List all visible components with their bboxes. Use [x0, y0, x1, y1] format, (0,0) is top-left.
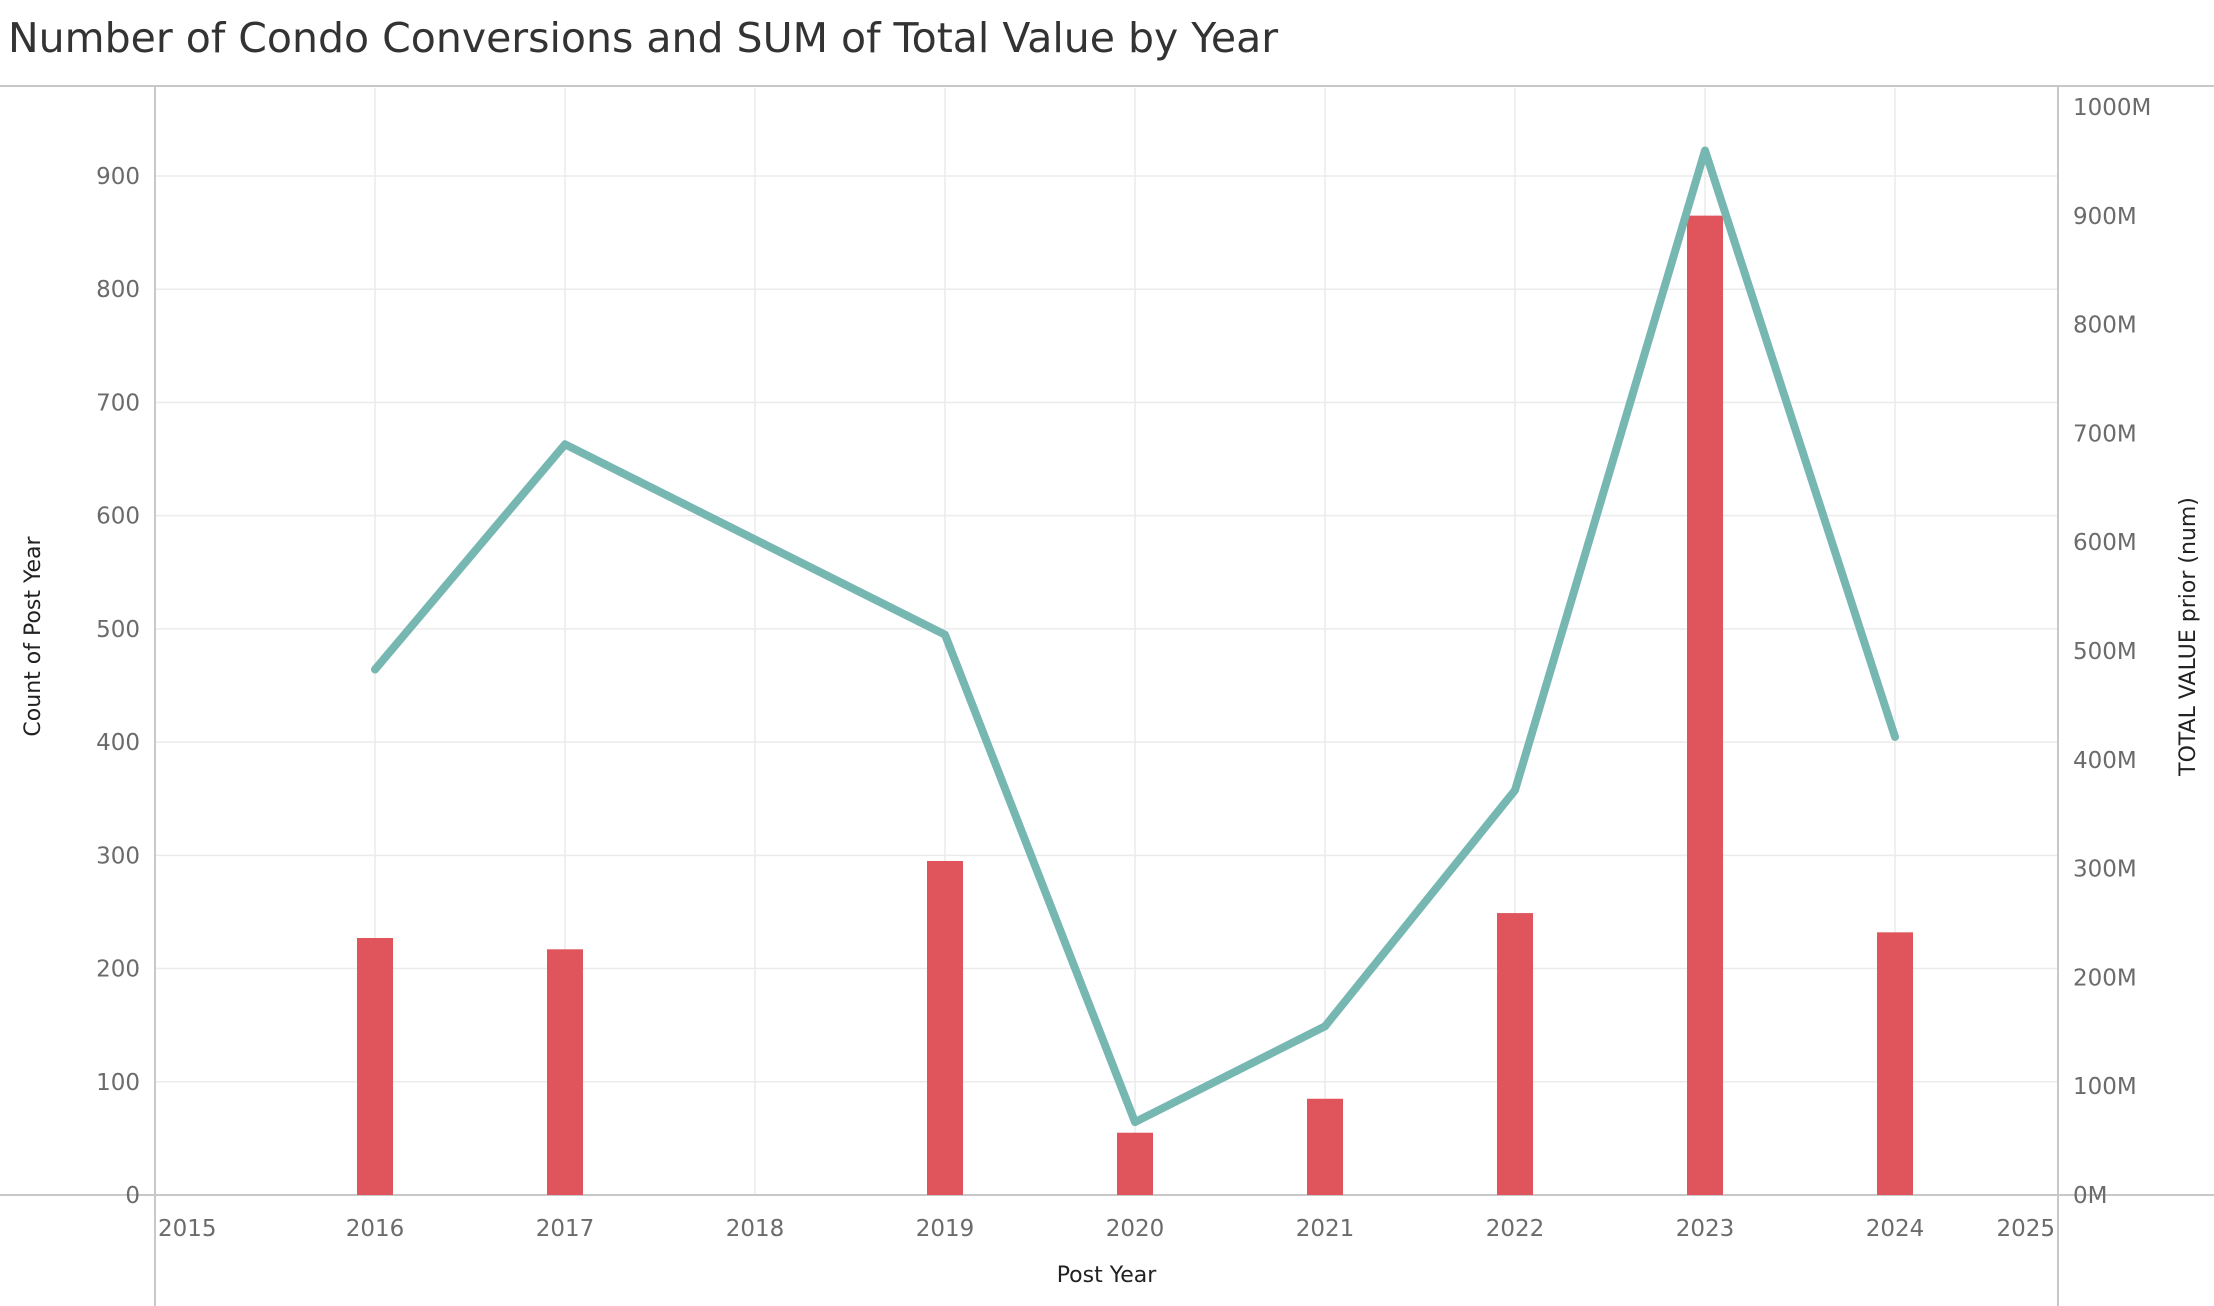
y2-tick-label: 100M — [2073, 1074, 2137, 1100]
bar-2016 — [357, 937, 393, 1195]
x-tick-label: 2016 — [346, 1216, 405, 1242]
y2-tick-label: 900M — [2073, 204, 2137, 230]
x-tick-label: 2019 — [916, 1216, 975, 1242]
y-axis-right-title: TOTAL VALUE prior (num) — [2176, 497, 2201, 777]
x-tick-label: 2021 — [1296, 1216, 1355, 1242]
y-tick-label: 800 — [96, 277, 140, 303]
y-tick-label: 100 — [96, 1070, 140, 1096]
y2-tick-label: 800M — [2073, 313, 2137, 339]
bar-2019 — [927, 860, 963, 1195]
y-axis-left-ticks: 0 100 200 300 400 500 600 700 800 900 — [96, 164, 140, 1209]
x-tick-label: 2024 — [1866, 1216, 1925, 1242]
bar-2020 — [1117, 1132, 1153, 1195]
bar-2023 — [1687, 215, 1723, 1195]
bar-2017 — [547, 949, 583, 1195]
y-tick-label: 600 — [96, 504, 140, 530]
y-tick-label: 700 — [96, 390, 140, 416]
y2-tick-label: 200M — [2073, 965, 2137, 991]
line-series — [371, 146, 1899, 1127]
x-tick-label: 2020 — [1106, 1216, 1165, 1242]
x-tick-label: 2015 — [158, 1216, 217, 1242]
x-axis-title: Post Year — [1057, 1263, 1158, 1288]
total-value-line — [371, 146, 1899, 1127]
y-tick-label: 300 — [96, 843, 140, 869]
y2-tick-label: 700M — [2073, 421, 2137, 447]
y2-tick-label: 300M — [2073, 857, 2137, 883]
chart-title: Number of Condo Conversions and SUM of T… — [8, 14, 1279, 62]
y2-tick-label: 600M — [2073, 530, 2137, 556]
y-tick-label: 500 — [96, 617, 140, 643]
x-tick-label: 2018 — [726, 1216, 785, 1242]
y-axis-right-ticks: 0M 100M 200M 300M 400M 500M 600M 700M 800M 900M 10… — [2073, 95, 2151, 1209]
y2-tick-label: 500M — [2073, 639, 2137, 665]
y-tick-label: 200 — [96, 957, 140, 983]
x-axis-ticks: 2015 2016 2017 2018 2019 2020 2021 2022 2023 2024… — [158, 1216, 2055, 1242]
x-tick-label: 2017 — [536, 1216, 595, 1242]
x-tick-label: 2022 — [1486, 1216, 1545, 1242]
x-tick-label: 2025 — [1996, 1216, 2055, 1242]
y-tick-label: 0 — [125, 1183, 140, 1209]
gridlines — [155, 88, 2058, 1195]
y2-tick-label: 1000M — [2073, 95, 2151, 121]
y2-tick-label: 0M — [2073, 1183, 2107, 1209]
y-axis-left-title: Count of Post Year — [21, 535, 46, 736]
bar-2022 — [1497, 913, 1533, 1195]
y-tick-label: 900 — [96, 164, 140, 190]
y-tick-label: 400 — [96, 730, 140, 756]
bar-2024 — [1877, 932, 1913, 1195]
x-tick-label: 2023 — [1676, 1216, 1735, 1242]
y2-tick-label: 400M — [2073, 748, 2137, 774]
bar-2021 — [1307, 1098, 1343, 1195]
bar-series — [357, 215, 1913, 1195]
